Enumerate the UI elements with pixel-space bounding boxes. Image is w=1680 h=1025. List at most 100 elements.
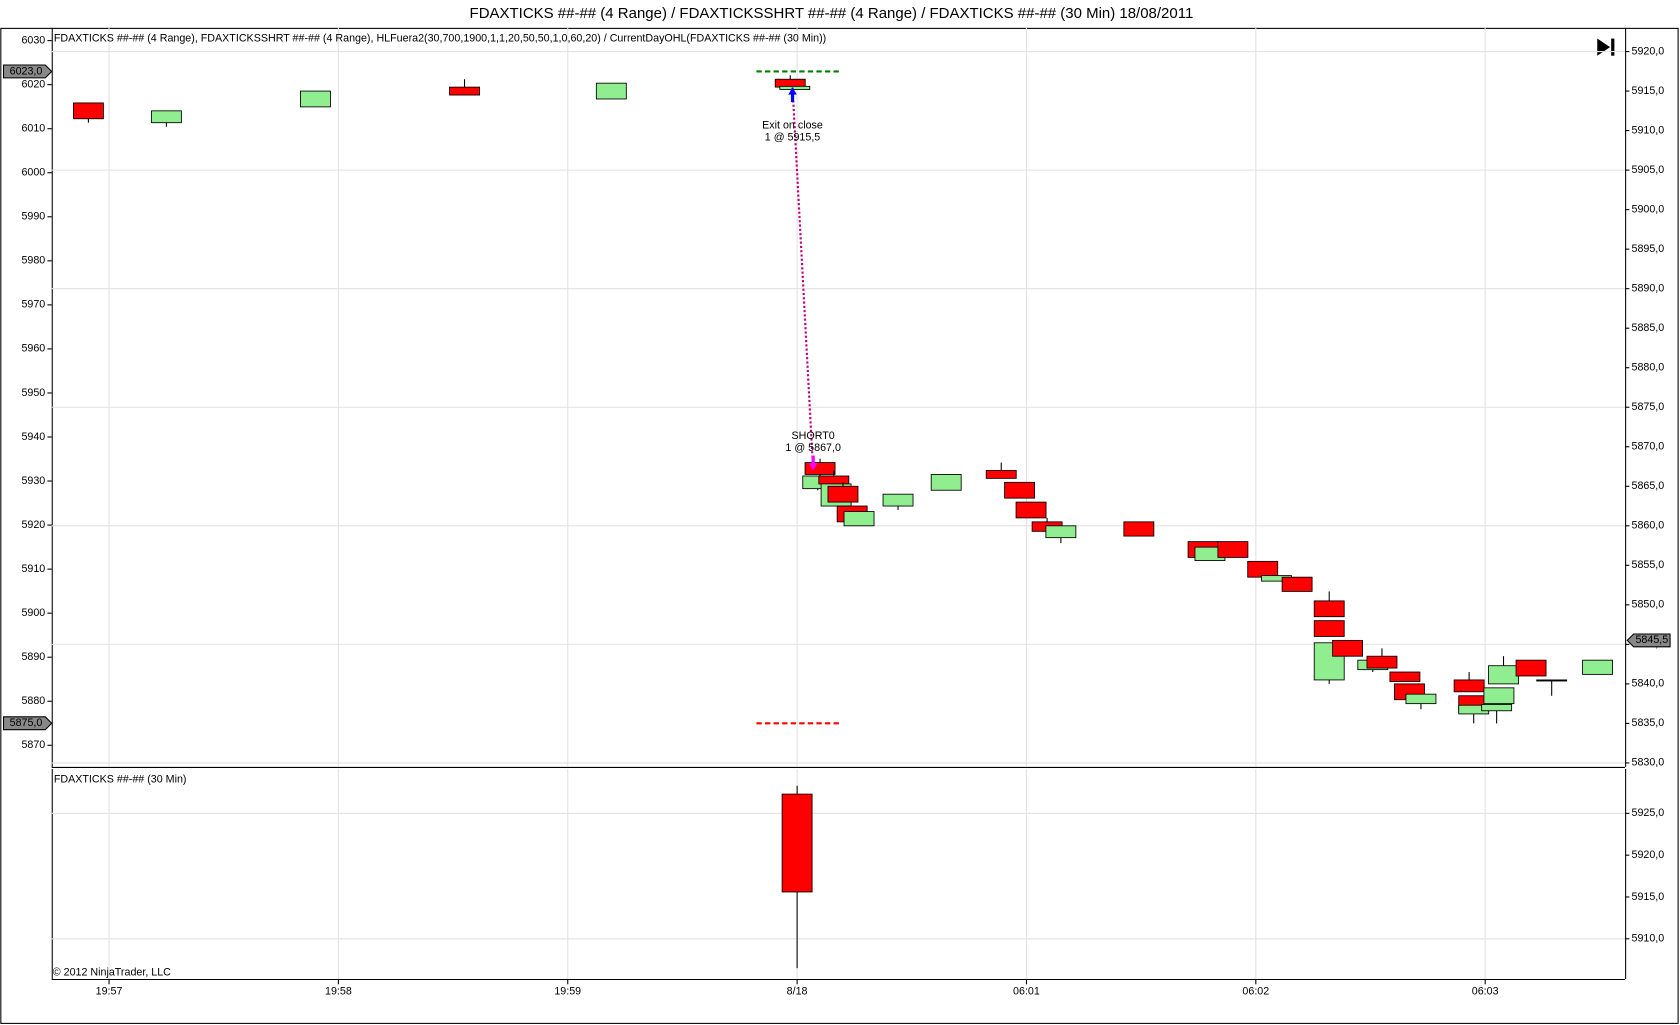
trade-price-label: 1 @ 5915,5 <box>765 131 821 143</box>
y2-tick-label: 5880,0 <box>1632 362 1665 374</box>
trade-line <box>791 87 815 471</box>
y2-tick-label: 5835,0 <box>1632 717 1665 729</box>
candle-body <box>985 470 1017 479</box>
candle-body <box>1483 687 1515 705</box>
candle-body <box>1313 600 1345 618</box>
y-tick-label: 6000 <box>21 167 45 179</box>
candle-body <box>1247 560 1279 578</box>
y-tick-label: 5960 <box>21 343 45 355</box>
x-tick-label: 8/18 <box>787 986 808 998</box>
trade-label: SHORT0 <box>792 430 835 442</box>
copyright: © 2012 NinjaTrader, LLC <box>53 966 171 978</box>
candle-body <box>818 475 850 485</box>
panel-label: FDAXTICKS ##-## (4 Range), FDAXTICKSSHRT… <box>54 32 826 44</box>
play-icon[interactable] <box>1597 38 1611 56</box>
candle-body <box>1536 679 1568 682</box>
candle-body <box>1281 576 1313 592</box>
x-tick-label: 06:03 <box>1472 986 1499 998</box>
trade-label: Exit on close <box>762 120 823 132</box>
x-tick-label: 06:02 <box>1242 986 1269 998</box>
y2-tick-label: 5895,0 <box>1632 243 1665 255</box>
candle-body <box>1453 679 1485 693</box>
y2-tick-label: 5915,0 <box>1632 85 1665 97</box>
candle-body <box>1004 481 1036 499</box>
y-tick-label: 5950 <box>21 387 45 399</box>
trade-price-label: 1 @ 5867,0 <box>785 442 841 454</box>
y2-tick-label: 5890,0 <box>1632 283 1665 295</box>
y-tick-label: 6030 <box>21 34 45 46</box>
candle-body <box>449 86 480 96</box>
candle-body <box>779 85 811 90</box>
trade-arrow <box>788 87 797 103</box>
level-marker <box>2 716 53 731</box>
x-tick-label: 19:58 <box>325 986 352 998</box>
candle-body <box>781 793 813 893</box>
candle-body <box>1015 501 1047 519</box>
y2-tick-label: 5860,0 <box>1632 520 1665 532</box>
y-tick-label: 5890 <box>21 651 45 663</box>
chart-title: FDAXTICKS ##-## (4 Range) / FDAXTICKSSHR… <box>470 5 1194 22</box>
candle-body <box>1488 665 1519 685</box>
candle-body <box>843 511 875 527</box>
candle-body <box>150 110 182 124</box>
x-tick-label: 19:57 <box>96 986 123 998</box>
panel-label: FDAXTICKS ##-## (30 Min) <box>54 774 187 786</box>
y-tick-label: 5920 <box>21 519 45 531</box>
y-tick-label: 5870 <box>21 739 45 751</box>
candle-body <box>1332 639 1363 657</box>
y-tick-label: 5940 <box>21 431 45 443</box>
chart-frame <box>0 27 1679 1024</box>
y-tick-label: 6010 <box>21 123 45 135</box>
y-tick-label: 6020 <box>21 78 45 90</box>
candle-body <box>1366 655 1398 669</box>
y2-tick-label: 5850,0 <box>1632 599 1665 611</box>
level-marker <box>2 64 53 79</box>
y2-tick-label: 5865,0 <box>1632 480 1665 492</box>
y-tick-label: 5910 <box>21 563 45 575</box>
y-tick-label: 5925,0 <box>1632 807 1665 819</box>
candle-body <box>1045 525 1077 539</box>
candle-body <box>882 493 914 507</box>
x-tick-label: 19:59 <box>554 986 581 998</box>
candle-body <box>1217 541 1249 558</box>
y2-tick-label: 5840,0 <box>1632 678 1665 690</box>
y-tick-label: 5915,0 <box>1632 891 1665 903</box>
candle-body <box>804 462 836 475</box>
level-label: 5875,0 <box>10 717 43 729</box>
candle-body <box>300 90 331 108</box>
candle-body <box>1123 521 1155 537</box>
y-tick-label: 5910,0 <box>1632 933 1665 945</box>
y2-tick-label: 5885,0 <box>1632 322 1665 334</box>
y2-tick-label: 5900,0 <box>1632 203 1665 215</box>
y-tick-label: 5930 <box>21 475 45 487</box>
y-tick-label: 5970 <box>21 299 45 311</box>
y-tick-label: 5980 <box>21 255 45 267</box>
y-tick-label: 5920,0 <box>1632 849 1665 861</box>
candle-body <box>827 485 859 503</box>
candle-body <box>595 82 627 100</box>
y2-tick-label: 5905,0 <box>1632 164 1665 176</box>
candle-body <box>1405 693 1437 705</box>
y2-tick-label: 5870,0 <box>1632 441 1665 453</box>
candle-body <box>1389 671 1421 682</box>
candle-body <box>930 473 962 491</box>
y2-tick-label: 5910,0 <box>1632 124 1665 136</box>
y2-tick-label: 5830,0 <box>1632 757 1665 769</box>
y-tick-label: 5990 <box>21 211 45 223</box>
end-icon[interactable] <box>1611 38 1615 56</box>
last-price-label: 5845,5 <box>1635 634 1668 646</box>
candle-body <box>1582 659 1613 675</box>
scroll-end-button[interactable] <box>1597 38 1615 56</box>
y-tick-label: 5900 <box>21 607 45 619</box>
y2-tick-label: 5855,0 <box>1632 559 1665 571</box>
candle-body <box>72 102 104 120</box>
candle-body <box>1313 620 1345 637</box>
level-label: 6023,0 <box>10 65 43 77</box>
x-tick-label: 06:01 <box>1013 986 1040 998</box>
last-price-marker <box>1626 633 1671 648</box>
y2-tick-label: 5920,0 <box>1632 45 1665 57</box>
y2-tick-label: 5875,0 <box>1632 401 1665 413</box>
y-tick-label: 5880 <box>21 695 45 707</box>
